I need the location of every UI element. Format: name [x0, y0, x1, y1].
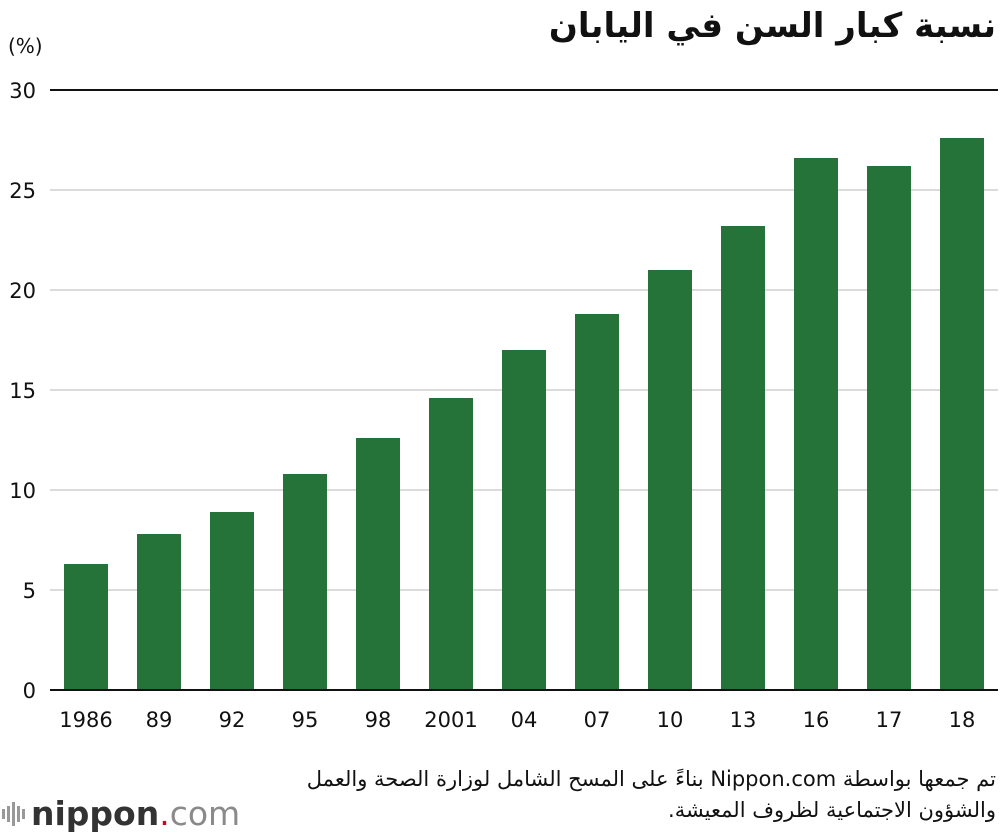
y-tick-label: 5 [23, 579, 36, 603]
x-tick-label: 18 [949, 708, 976, 732]
bar [64, 564, 108, 690]
x-tick-label: 98 [365, 708, 392, 732]
logo-name: nippon [31, 794, 160, 833]
bar [794, 158, 838, 690]
bar [429, 398, 473, 690]
x-tick-label: 10 [657, 708, 684, 732]
x-tick-label: 95 [292, 708, 319, 732]
bar [210, 512, 254, 690]
nippon-logo: nippon. com [2, 795, 240, 833]
bar [502, 350, 546, 690]
x-tick-label: 04 [511, 708, 538, 732]
logo-suffix: com [169, 794, 241, 833]
bar [356, 438, 400, 690]
bar-chart: 0 5 10 15 20 25 30 1986 89 92 95 98 2001 04 07 10 13 16 17… [9, 79, 998, 732]
bar [867, 166, 911, 690]
x-tick-label: 92 [219, 708, 246, 732]
y-tick-label: 30 [9, 79, 36, 103]
x-tick-label: 89 [146, 708, 173, 732]
bar [721, 226, 765, 690]
y-tick-label: 15 [9, 379, 36, 403]
y-tick-label: 20 [9, 279, 36, 303]
x-tick-label: 07 [584, 708, 611, 732]
y-tick-label: 10 [9, 479, 36, 503]
x-tick-label: 2001 [424, 708, 477, 732]
x-tick-label: 17 [876, 708, 903, 732]
bar [575, 314, 619, 690]
logo-bars-icon [2, 802, 25, 826]
y-axis-unit-label: (%) [8, 34, 43, 58]
x-tick-label: 1986 [59, 708, 112, 732]
x-tick-label: 13 [730, 708, 757, 732]
y-tick-label: 0 [23, 679, 36, 703]
bar [940, 138, 984, 690]
logo-dot: . [159, 794, 170, 833]
y-tick-label: 25 [9, 179, 36, 203]
bar [283, 474, 327, 690]
bar [137, 534, 181, 690]
bar [648, 270, 692, 690]
x-tick-label: 16 [803, 708, 830, 732]
source-note: تم جمعها بواسطة Nippon.com بناءً على الم… [306, 767, 996, 822]
chart-title: نسبة كبار السن في اليابان [548, 6, 996, 46]
